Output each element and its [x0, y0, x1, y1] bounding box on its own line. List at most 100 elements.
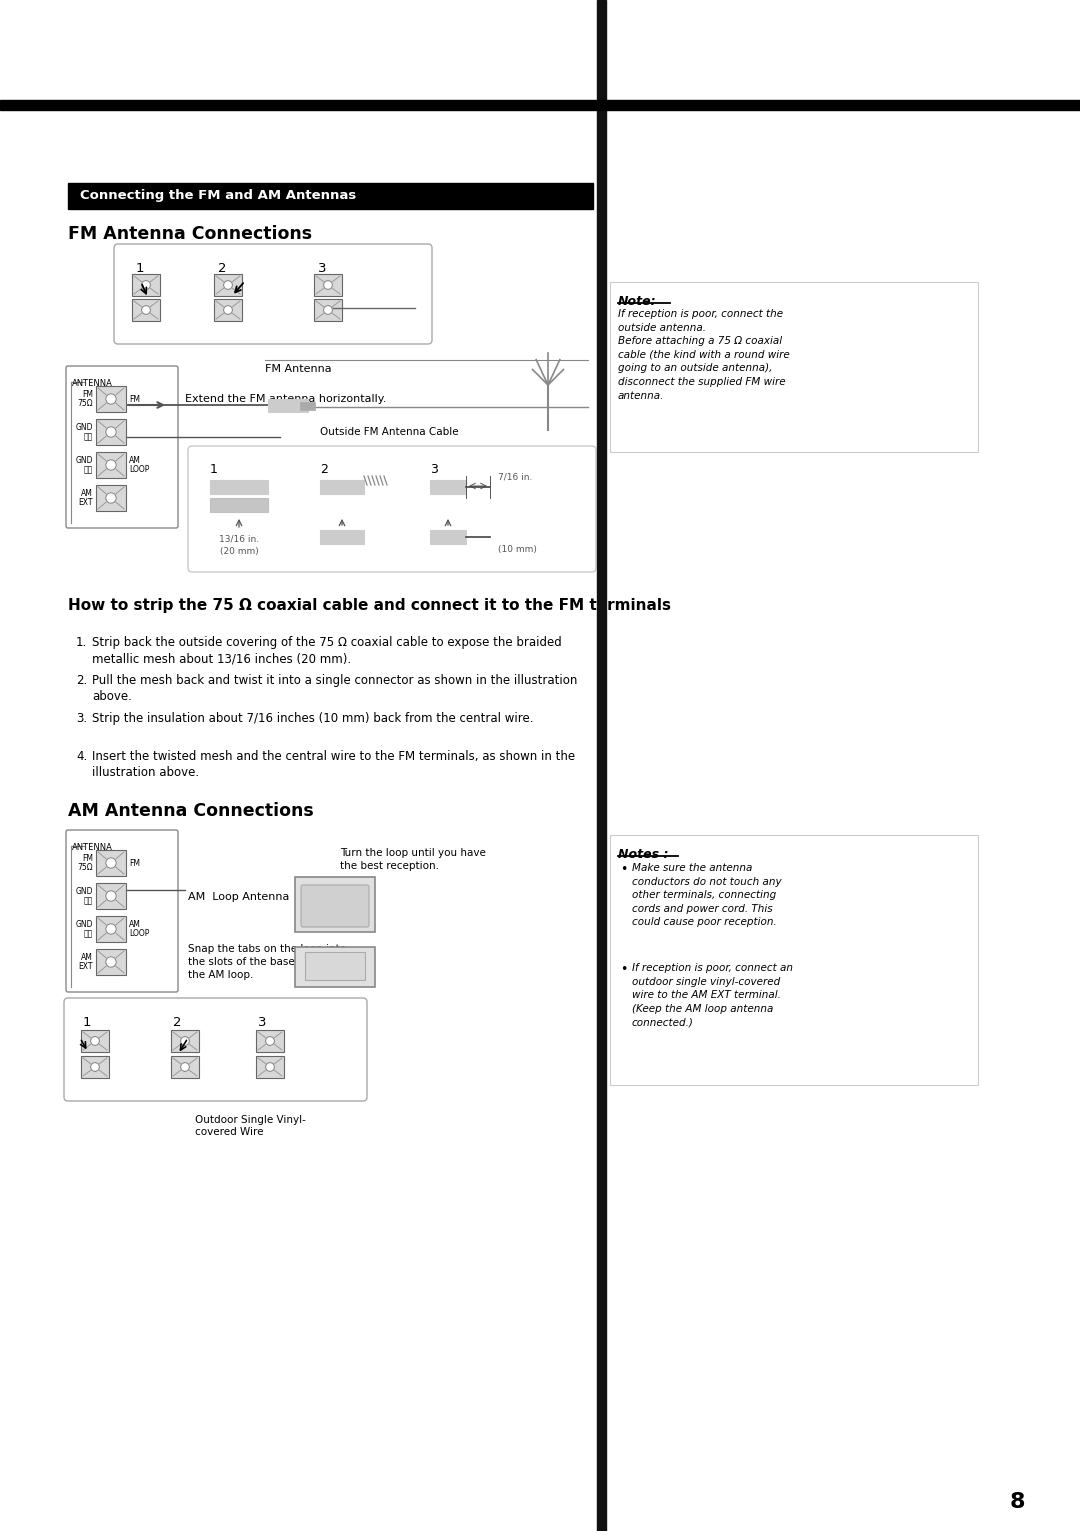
Bar — [300, 403, 315, 410]
Bar — [610, 834, 978, 1085]
Bar — [210, 481, 268, 495]
Bar — [96, 850, 126, 876]
Bar — [430, 530, 465, 544]
Text: GND
⼿⼿: GND ⼿⼿ — [76, 920, 93, 939]
Text: FM Antenna Connections: FM Antenna Connections — [68, 225, 312, 243]
Text: How to strip the 75 Ω coaxial cable and connect it to the FM terminals: How to strip the 75 Ω coaxial cable and … — [68, 599, 671, 612]
Circle shape — [266, 1063, 274, 1072]
Circle shape — [106, 857, 117, 868]
Bar — [295, 948, 375, 987]
Text: FM: FM — [129, 395, 140, 404]
Text: Outside FM Antenna Cable: Outside FM Antenna Cable — [320, 427, 459, 436]
Bar — [610, 282, 978, 452]
Circle shape — [141, 306, 150, 314]
Text: 3: 3 — [318, 262, 326, 276]
Text: Snap the tabs on the loop into
the slots of the base to assemble
the AM loop.: Snap the tabs on the loop into the slots… — [188, 945, 362, 980]
Text: GND
⼿⼿: GND ⼿⼿ — [76, 456, 93, 475]
Text: If reception is poor, connect the
outside antenna.
Before attaching a 75 Ω coaxi: If reception is poor, connect the outsid… — [618, 309, 789, 401]
Circle shape — [106, 923, 117, 934]
Circle shape — [180, 1063, 189, 1072]
Text: Extend the FM antenna horizontally.: Extend the FM antenna horizontally. — [185, 393, 387, 404]
Circle shape — [106, 891, 117, 902]
FancyBboxPatch shape — [114, 243, 432, 344]
Bar — [320, 530, 364, 544]
Text: 1: 1 — [210, 462, 218, 476]
FancyBboxPatch shape — [66, 830, 178, 992]
Circle shape — [180, 1036, 189, 1046]
Bar — [256, 1030, 284, 1052]
Text: AM
EXT: AM EXT — [79, 952, 93, 971]
FancyBboxPatch shape — [188, 446, 596, 573]
Text: •: • — [620, 863, 627, 876]
Text: 3: 3 — [258, 1017, 267, 1029]
Text: Insert the twisted mesh and the central wire to the FM terminals, as shown in th: Insert the twisted mesh and the central … — [92, 750, 576, 779]
Circle shape — [224, 280, 232, 289]
Bar — [430, 481, 465, 495]
Bar — [214, 274, 242, 295]
Circle shape — [224, 306, 232, 314]
Bar — [256, 1056, 284, 1078]
Text: 1.: 1. — [76, 635, 87, 649]
Bar — [68, 184, 593, 210]
Text: 1: 1 — [136, 262, 145, 276]
Text: Connecting the FM and AM Antennas: Connecting the FM and AM Antennas — [80, 190, 356, 202]
Bar — [210, 498, 268, 511]
Circle shape — [106, 493, 117, 504]
Text: If reception is poor, connect an
outdoor single vinyl-covered
wire to the AM EXT: If reception is poor, connect an outdoor… — [632, 963, 793, 1027]
Text: Turn the loop until you have
the best reception.: Turn the loop until you have the best re… — [340, 848, 486, 871]
Bar — [96, 386, 126, 412]
Text: FM: FM — [129, 859, 140, 868]
Circle shape — [324, 280, 333, 289]
Text: 2: 2 — [320, 462, 328, 476]
Circle shape — [91, 1036, 99, 1046]
Text: 4.: 4. — [76, 750, 87, 762]
Text: 8: 8 — [1010, 1493, 1025, 1513]
Text: 2.: 2. — [76, 674, 87, 687]
Text: Strip the insulation about 7/16 inches (10 mm) back from the central wire.: Strip the insulation about 7/16 inches (… — [92, 712, 534, 726]
Text: Notes :: Notes : — [618, 848, 669, 860]
Circle shape — [91, 1063, 99, 1072]
Bar — [320, 481, 364, 495]
Bar — [171, 1056, 199, 1078]
Text: FM
75Ω: FM 75Ω — [78, 854, 93, 873]
Bar — [96, 452, 126, 478]
Bar — [314, 299, 342, 322]
Bar — [171, 1030, 199, 1052]
FancyBboxPatch shape — [64, 998, 367, 1101]
FancyBboxPatch shape — [66, 366, 178, 528]
Text: AM
LOOP: AM LOOP — [129, 456, 149, 475]
Text: •: • — [620, 963, 627, 975]
Text: FM
75Ω: FM 75Ω — [78, 390, 93, 409]
Bar — [0, 100, 1080, 110]
Bar — [96, 916, 126, 942]
Text: 1: 1 — [83, 1017, 92, 1029]
Text: 2: 2 — [218, 262, 227, 276]
Circle shape — [106, 459, 117, 470]
Circle shape — [141, 280, 150, 289]
Bar — [268, 400, 308, 412]
Circle shape — [324, 306, 333, 314]
Circle shape — [106, 393, 117, 404]
Bar — [295, 877, 375, 932]
Circle shape — [266, 1036, 274, 1046]
Text: ANTENNA: ANTENNA — [72, 844, 113, 851]
Text: AM Antenna Connections: AM Antenna Connections — [68, 802, 314, 821]
Text: (20 mm): (20 mm) — [219, 547, 258, 556]
Text: ANTENNA: ANTENNA — [72, 380, 113, 387]
Bar — [96, 485, 126, 511]
Text: AM
LOOP: AM LOOP — [129, 920, 149, 939]
Bar — [132, 274, 160, 295]
Text: Strip back the outside covering of the 75 Ω coaxial cable to expose the braided
: Strip back the outside covering of the 7… — [92, 635, 562, 666]
Bar — [81, 1056, 109, 1078]
Bar — [81, 1030, 109, 1052]
Text: 13/16 in.: 13/16 in. — [219, 534, 259, 544]
Bar — [96, 883, 126, 909]
Text: Note:: Note: — [618, 295, 657, 308]
Bar — [96, 949, 126, 975]
FancyBboxPatch shape — [301, 885, 369, 926]
Bar — [214, 299, 242, 322]
Text: 3.: 3. — [76, 712, 87, 726]
Bar — [96, 419, 126, 446]
Circle shape — [106, 427, 117, 438]
Text: FM Antenna: FM Antenna — [265, 364, 332, 374]
